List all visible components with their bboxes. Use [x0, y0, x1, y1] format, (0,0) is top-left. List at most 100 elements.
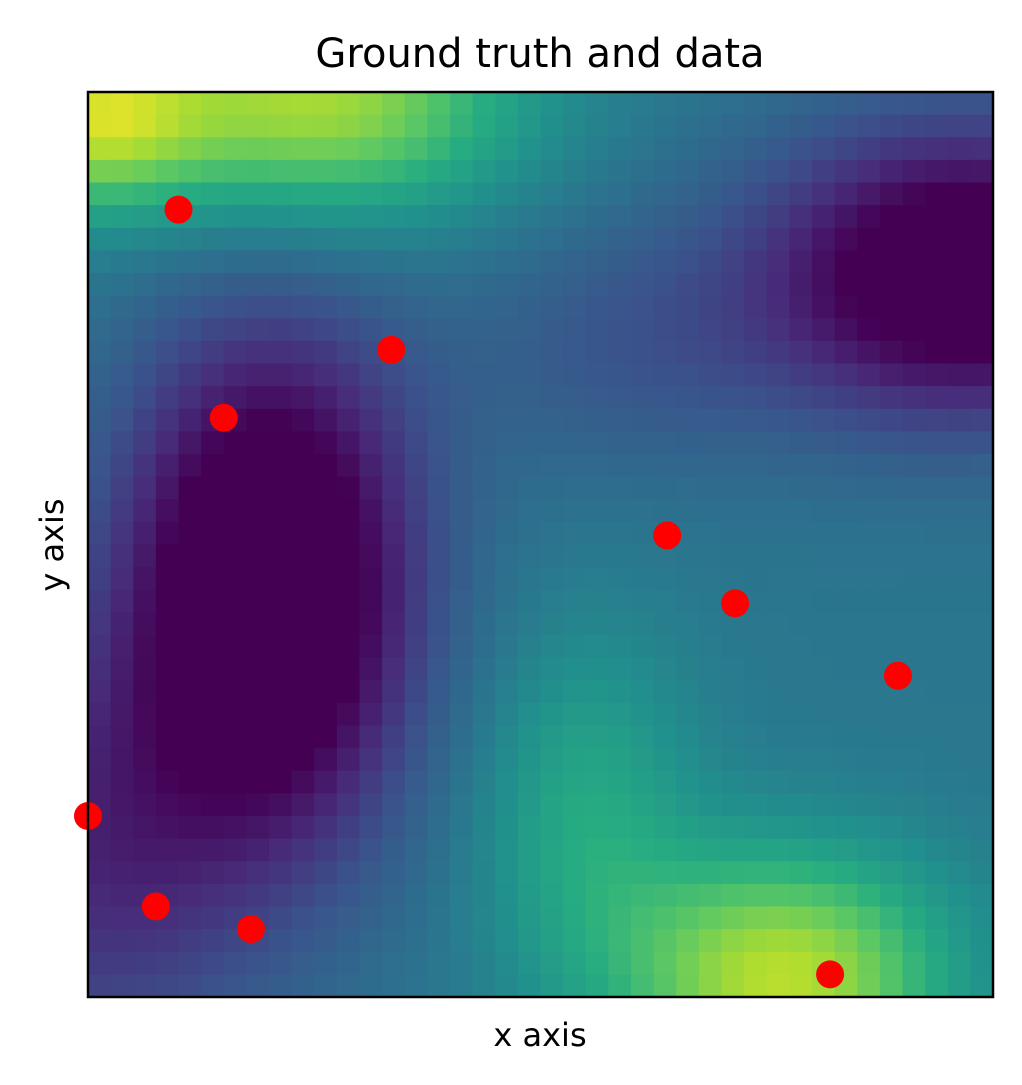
heatmap-cell [201, 883, 225, 908]
heatmap-cell [472, 657, 496, 681]
heatmap-cell [676, 295, 700, 319]
heatmap-cell [744, 635, 768, 659]
heatmap-cell [517, 499, 542, 523]
heatmap-cell [155, 92, 180, 116]
heatmap-cell [834, 793, 858, 817]
heatmap-cell [269, 454, 293, 478]
heatmap-cell [653, 567, 677, 591]
heatmap-cell [201, 318, 225, 342]
heatmap-cell [450, 340, 474, 365]
heatmap-cell [336, 567, 361, 591]
heatmap-cell [404, 544, 428, 568]
heatmap-cell [472, 227, 496, 251]
heatmap-cell [970, 250, 994, 274]
heatmap-cell [540, 159, 564, 184]
heatmap-cell [133, 589, 157, 613]
heatmap-cell [676, 770, 700, 794]
heatmap-cell [608, 431, 632, 455]
heatmap-cell [336, 386, 361, 410]
heatmap-cell [110, 725, 134, 749]
heatmap-cell [110, 295, 134, 319]
heatmap-cell [834, 589, 858, 613]
heatmap-cell [336, 816, 361, 840]
heatmap-cell [947, 318, 971, 342]
heatmap-cell [269, 182, 293, 206]
heatmap-cell [834, 748, 858, 772]
heatmap-cell [970, 386, 994, 410]
heatmap-cell [472, 340, 496, 365]
heatmap-cell [857, 725, 881, 749]
heatmap-cell [834, 838, 858, 862]
heatmap-cell [721, 499, 745, 523]
heatmap-cell [789, 159, 813, 184]
heatmap-cell [744, 521, 768, 546]
heatmap-cell [133, 431, 157, 455]
heatmap-cell [766, 250, 790, 274]
heatmap-cell [201, 114, 225, 138]
heatmap-cell [563, 499, 587, 523]
heatmap-cell [585, 974, 609, 998]
heatmap-cell [563, 544, 587, 568]
heatmap-cell [450, 838, 474, 862]
heatmap-cell [653, 182, 677, 206]
heatmap-cell [925, 816, 949, 840]
heatmap-cell [902, 499, 926, 523]
heatmap-cell [336, 793, 361, 817]
heatmap-cell [359, 250, 383, 274]
heatmap-cell [133, 340, 157, 365]
heatmap-cell [631, 114, 655, 138]
heatmap-cell [382, 951, 406, 975]
heatmap-cell [359, 680, 383, 704]
heatmap-cell [631, 499, 655, 523]
heatmap-cell [88, 205, 112, 229]
heatmap-cell [947, 205, 971, 229]
heatmap-cell [834, 906, 858, 930]
heatmap-cell [223, 521, 247, 546]
heatmap-cell [902, 295, 926, 319]
heatmap-cell [517, 793, 542, 817]
heatmap-cell [246, 657, 270, 681]
heatmap-cell [88, 454, 112, 478]
heatmap-cell [540, 725, 564, 749]
heatmap-cell [744, 318, 768, 342]
heatmap-cell [201, 793, 225, 817]
heatmap-cell [450, 408, 474, 432]
heatmap-cell [947, 476, 971, 500]
heatmap-cell [427, 250, 451, 274]
heatmap-cell [970, 544, 994, 568]
heatmap-cell [291, 227, 315, 251]
heatmap-cell [676, 159, 700, 184]
heatmap-cell [336, 340, 361, 365]
heatmap-cell [947, 137, 971, 161]
heatmap-cell [925, 408, 949, 432]
heatmap-cell [970, 92, 994, 116]
heatmap-cell [834, 929, 858, 953]
heatmap-cell [427, 635, 451, 659]
heatmap-cell [269, 476, 293, 500]
heatmap-cell [495, 589, 519, 613]
heatmap-cell [495, 476, 519, 500]
heatmap-cell [902, 883, 926, 908]
heatmap-cell [902, 159, 926, 184]
heatmap-cell [155, 454, 180, 478]
heatmap-cell [744, 861, 768, 885]
heatmap-cell [834, 205, 858, 229]
heatmap-cell [314, 748, 338, 772]
heatmap-cell [110, 431, 134, 455]
heatmap-cell [246, 793, 270, 817]
heatmap-cell [698, 725, 723, 749]
heatmap-cell [291, 635, 315, 659]
heatmap-cell [608, 906, 632, 930]
heatmap-cell [314, 499, 338, 523]
heatmap-cell [653, 137, 677, 161]
heatmap-cell [653, 951, 677, 975]
heatmap-cell [789, 408, 813, 432]
heatmap-cell [812, 702, 836, 727]
heatmap-cell [246, 635, 270, 659]
heatmap-cell [698, 250, 723, 274]
heatmap-cell [450, 250, 474, 274]
heatmap-cell [925, 544, 949, 568]
heatmap-cell [495, 567, 519, 591]
heatmap-cell [789, 431, 813, 455]
heatmap-cell [789, 793, 813, 817]
